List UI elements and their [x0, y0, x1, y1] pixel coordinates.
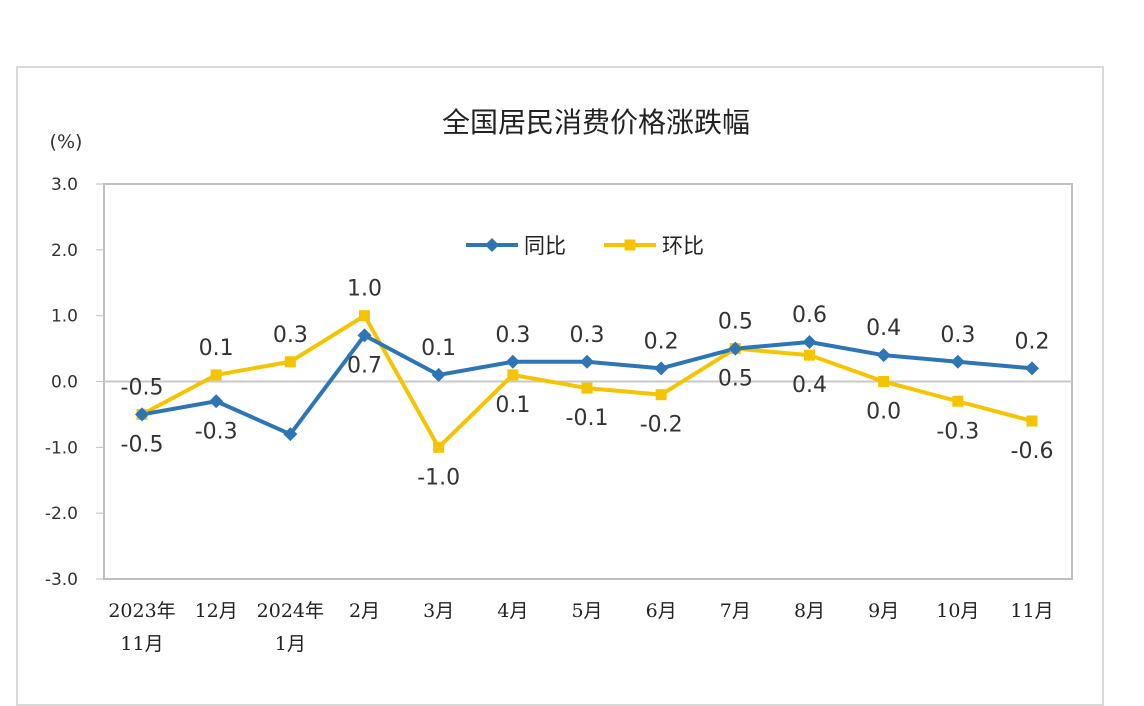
- x-tick-label: 5月: [571, 600, 602, 622]
- data-label: -0.1: [566, 406, 609, 431]
- data-label: 0.1: [495, 393, 530, 418]
- data-label: -0.3: [195, 419, 238, 444]
- data-label: -1.0: [417, 465, 460, 490]
- data-point-yoy: [135, 407, 149, 422]
- data-label: -0.6: [1011, 439, 1054, 464]
- data-label: 0.2: [644, 329, 679, 354]
- data-label: 0.3: [273, 323, 308, 348]
- data-point-mom: [952, 395, 964, 407]
- data-label: 0.4: [866, 316, 901, 341]
- data-label: 0.4: [792, 373, 827, 398]
- legend-marker: [624, 239, 636, 251]
- chart-title: 全国居民消费价格涨跌幅: [442, 106, 750, 139]
- y-axis-ticks: 3.0 2.0 1.0 0.0 -1.0 -2.0 -3.0: [45, 175, 104, 590]
- data-label: -0.2: [640, 413, 683, 438]
- legend-marker: [485, 238, 499, 252]
- x-tick-label: 9月: [868, 600, 899, 622]
- legend: 同比 环比: [466, 234, 704, 258]
- data-label: 0.3: [570, 323, 605, 348]
- y-tick-label: 1.0: [51, 307, 78, 327]
- y-tick-label: -3.0: [45, 570, 78, 590]
- data-point-mom: [284, 356, 296, 368]
- y-tick-label: -2.0: [45, 504, 78, 524]
- data-label: 1.0: [347, 277, 382, 302]
- x-tick-label: 3月: [423, 600, 454, 622]
- data-point-yoy: [431, 367, 446, 382]
- x-tick-label: 4月: [497, 600, 528, 622]
- x-tick-label: 2023年 11月: [108, 600, 175, 655]
- data-point-mom: [210, 369, 222, 381]
- y-axis-unit-label: (%): [50, 131, 83, 153]
- data-label: 0.2: [1015, 329, 1050, 354]
- data-label: 0.7: [347, 353, 382, 378]
- data-point-yoy: [802, 335, 817, 349]
- x-axis-ticks: 2023年 11月 12月 2024年 1月 2月 3月 4月 5月 6月 7月 8月 9月 10月 11月: [108, 600, 1053, 655]
- x-tick-label: 8月: [794, 600, 825, 622]
- x-tick-label: 2024年 1月: [257, 600, 324, 655]
- data-point-mom: [581, 382, 593, 394]
- data-point-yoy: [283, 427, 298, 442]
- series-group: -0.5 -0.3 0.7 0.1 0.3 0.3 0.2 0.5 0.6 0.4 0.3 0.2 -0…: [121, 277, 1054, 491]
- data-label: 0.3: [940, 323, 975, 348]
- data-label: 0.5: [718, 367, 753, 392]
- y-tick-label: 3.0: [51, 175, 78, 195]
- x-tick-label: 6月: [646, 600, 677, 622]
- data-point-yoy: [1025, 361, 1039, 376]
- legend-label: 同比: [524, 234, 566, 258]
- data-point-yoy: [357, 328, 372, 343]
- data-point-yoy: [505, 354, 520, 369]
- x-tick-label: 10月: [936, 600, 979, 622]
- data-label: 0.3: [495, 323, 530, 348]
- data-point-mom: [359, 310, 370, 322]
- y-tick-label: -1.0: [45, 438, 78, 458]
- data-point-mom: [878, 376, 890, 387]
- x-tick-label: 12月: [195, 600, 238, 622]
- y-tick-label: 0.0: [51, 373, 78, 393]
- data-label: 0.1: [421, 336, 456, 361]
- data-label: -0.5: [121, 375, 164, 400]
- x-tick-label: 11月: [1010, 600, 1053, 622]
- data-label: 0.6: [792, 303, 827, 328]
- data-label: 0.5: [718, 310, 753, 335]
- data-point-mom: [507, 369, 519, 381]
- data-point-mom: [804, 349, 815, 361]
- data-point-mom: [433, 441, 445, 453]
- x-tick-label: 2月: [349, 600, 380, 622]
- data-point-yoy: [950, 354, 965, 369]
- data-label: -0.5: [121, 432, 164, 457]
- data-point-mom: [1026, 415, 1038, 427]
- data-point-yoy: [580, 354, 594, 369]
- data-label: -0.3: [936, 419, 979, 444]
- data-label: 0.1: [199, 336, 234, 361]
- data-point-mom: [655, 389, 667, 401]
- data-point-yoy: [876, 348, 891, 363]
- data-point-yoy: [209, 394, 224, 409]
- y-tick-label: 2.0: [51, 241, 78, 261]
- data-point-yoy: [728, 341, 743, 356]
- x-tick-label: 7月: [720, 600, 751, 622]
- legend-label: 环比: [662, 234, 704, 258]
- data-point-yoy: [654, 361, 669, 376]
- data-label: 0.0: [866, 400, 901, 425]
